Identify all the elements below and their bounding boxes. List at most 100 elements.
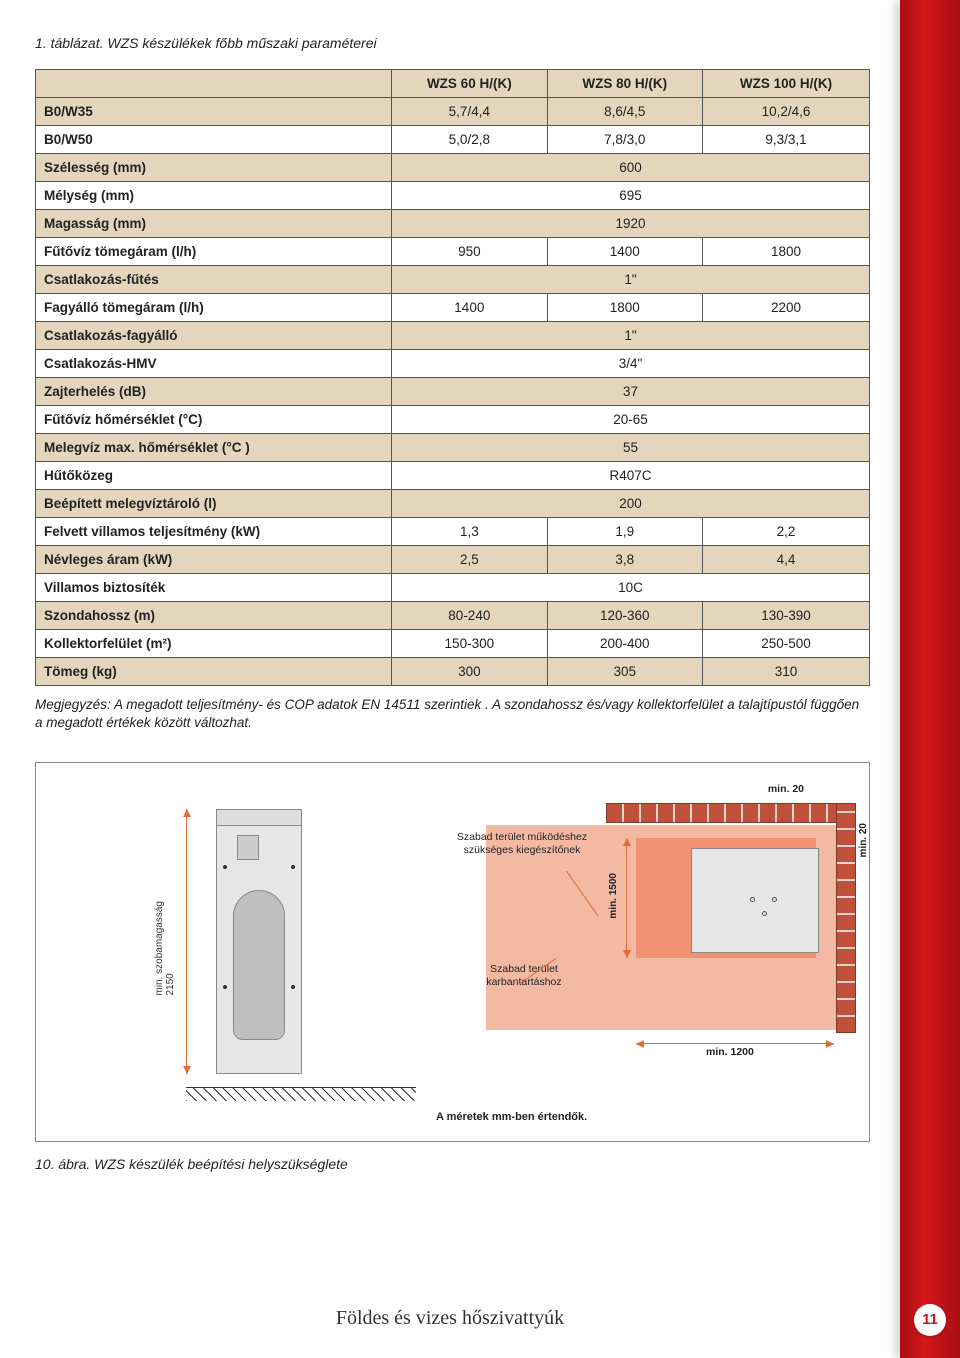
wall-right xyxy=(836,803,856,1033)
row-cell: 1,9 xyxy=(547,518,702,546)
red-side-bar xyxy=(900,0,960,1358)
row-cell: 1400 xyxy=(547,238,702,266)
row-cell: 7,8/3,0 xyxy=(547,126,702,154)
room-height-label: min. szobamagasság 2150 xyxy=(154,901,176,996)
row-label: Névleges áram (kW) xyxy=(36,546,392,574)
row-cell: 1400 xyxy=(392,294,547,322)
row-label: Fagyálló tömegáram (l/h) xyxy=(36,294,392,322)
row-label: Zajterhelés (dB) xyxy=(36,378,392,406)
header-blank xyxy=(36,70,392,98)
table-header-row: WZS 60 H/(K) WZS 80 H/(K) WZS 100 H/(K) xyxy=(36,70,870,98)
table-row: Névleges áram (kW)2,53,84,4 xyxy=(36,546,870,574)
row-span-value: 20-65 xyxy=(392,406,870,434)
row-cell: 80-240 xyxy=(392,602,547,630)
row-cell: 10,2/4,6 xyxy=(703,98,870,126)
row-cell: 1,3 xyxy=(392,518,547,546)
row-cell: 120-360 xyxy=(547,602,702,630)
row-label: Felvett villamos teljesítmény (kW) xyxy=(36,518,392,546)
row-cell: 250-500 xyxy=(703,630,870,658)
table-row: Fűtővíz tömegáram (l/h)95014001800 xyxy=(36,238,870,266)
row-span-value: 1" xyxy=(392,322,870,350)
table-row: Tömeg (kg)300305310 xyxy=(36,658,870,686)
row-label: B0/W35 xyxy=(36,98,392,126)
table-row: Villamos biztosíték10C xyxy=(36,574,870,602)
accessory-label: Szabad terület működéshez szükséges kieg… xyxy=(456,831,588,856)
row-label: Csatlakozás-fagyálló xyxy=(36,322,392,350)
row-cell: 310 xyxy=(703,658,870,686)
install-diagram: min. szobamagasság 2150 xyxy=(35,762,870,1142)
table-row: Magasság (mm)1920 xyxy=(36,210,870,238)
row-label: Kollektorfelület (m²) xyxy=(36,630,392,658)
row-span-value: 3/4" xyxy=(392,350,870,378)
elevation-view: min. szobamagasság 2150 xyxy=(146,801,411,1101)
table-row: Felvett villamos teljesítmény (kW)1,31,9… xyxy=(36,518,870,546)
row-cell: 305 xyxy=(547,658,702,686)
table-row: Csatlakozás-fagyálló1" xyxy=(36,322,870,350)
table-note: Megjegyzés: A megadott teljesítmény- és … xyxy=(35,696,870,732)
row-cell: 2200 xyxy=(703,294,870,322)
row-label: Mélység (mm) xyxy=(36,182,392,210)
row-span-value: 1920 xyxy=(392,210,870,238)
dim-1500-label: min. 1500 xyxy=(608,873,620,919)
page-content: 1. táblázat. WZS készülékek főbb műszaki… xyxy=(0,0,960,1172)
table-row: Szondahossz (m)80-240120-360130-390 xyxy=(36,602,870,630)
row-span-value: 10C xyxy=(392,574,870,602)
table-row: B0/W355,7/4,48,6/4,510,2/4,6 xyxy=(36,98,870,126)
row-span-value: 200 xyxy=(392,490,870,518)
row-label: Csatlakozás-fűtés xyxy=(36,266,392,294)
dim-1500 xyxy=(626,838,627,958)
table-row: HűtőközegR407C xyxy=(36,462,870,490)
table-row: Zajterhelés (dB)37 xyxy=(36,378,870,406)
row-cell: 9,3/3,1 xyxy=(703,126,870,154)
row-label: B0/W50 xyxy=(36,126,392,154)
row-cell: 130-390 xyxy=(703,602,870,630)
maint-label: Szabad terület karbantartáshoz xyxy=(464,963,584,988)
footer-title: Földes és vizes hőszivattyúk xyxy=(0,1307,900,1330)
row-cell: 2,2 xyxy=(703,518,870,546)
row-cell: 4,4 xyxy=(703,546,870,574)
row-cell: 1800 xyxy=(547,294,702,322)
room-height-dim xyxy=(186,809,187,1074)
dim-1200 xyxy=(636,1043,834,1044)
row-cell: 5,0/2,8 xyxy=(392,126,547,154)
row-span-value: 600 xyxy=(392,154,870,182)
row-label: Magasság (mm) xyxy=(36,210,392,238)
table-caption: 1. táblázat. WZS készülékek főbb műszaki… xyxy=(35,35,870,51)
table-row: Melegvíz max. hőmérséklet (°C )55 xyxy=(36,434,870,462)
row-span-value: 55 xyxy=(392,434,870,462)
plan-view: Szabad terület működéshez szükséges kieg… xyxy=(436,783,856,1093)
row-span-value: 37 xyxy=(392,378,870,406)
equipment-top-view xyxy=(691,848,819,953)
figure-caption: 10. ábra. WZS készülék beépítési helyszü… xyxy=(35,1156,870,1172)
wall-top xyxy=(606,803,856,823)
row-label: Csatlakozás-HMV xyxy=(36,350,392,378)
row-label: Melegvíz max. hőmérséklet (°C ) xyxy=(36,434,392,462)
table-row: Fűtővíz hőmérséklet (°C)20-65 xyxy=(36,406,870,434)
row-label: Szondahossz (m) xyxy=(36,602,392,630)
table-row: Szélesség (mm)600 xyxy=(36,154,870,182)
page-number: 11 xyxy=(914,1304,946,1336)
row-cell: 8,6/4,5 xyxy=(547,98,702,126)
row-cell: 2,5 xyxy=(392,546,547,574)
right-dim: min. 20 xyxy=(858,823,870,857)
row-span-value: 695 xyxy=(392,182,870,210)
row-cell: 200-400 xyxy=(547,630,702,658)
header-col1: WZS 60 H/(K) xyxy=(392,70,547,98)
wzs-unit xyxy=(216,809,302,1074)
row-cell: 5,7/4,4 xyxy=(392,98,547,126)
row-span-value: 1" xyxy=(392,266,870,294)
row-label: Fűtővíz tömegáram (l/h) xyxy=(36,238,392,266)
row-cell: 3,8 xyxy=(547,546,702,574)
row-cell: 950 xyxy=(392,238,547,266)
table-row: Csatlakozás-HMV3/4" xyxy=(36,350,870,378)
row-span-value: R407C xyxy=(392,462,870,490)
spec-table: WZS 60 H/(K) WZS 80 H/(K) WZS 100 H/(K) … xyxy=(35,69,870,686)
row-cell: 150-300 xyxy=(392,630,547,658)
row-label: Szélesség (mm) xyxy=(36,154,392,182)
table-row: Mélység (mm)695 xyxy=(36,182,870,210)
table-row: Fagyálló tömegáram (l/h)140018002200 xyxy=(36,294,870,322)
table-row: Csatlakozás-fűtés1" xyxy=(36,266,870,294)
dim-1200-label: min. 1200 xyxy=(706,1046,754,1059)
floor-hatch xyxy=(186,1087,416,1101)
units-note: A méretek mm-ben értendők. xyxy=(436,1111,587,1123)
